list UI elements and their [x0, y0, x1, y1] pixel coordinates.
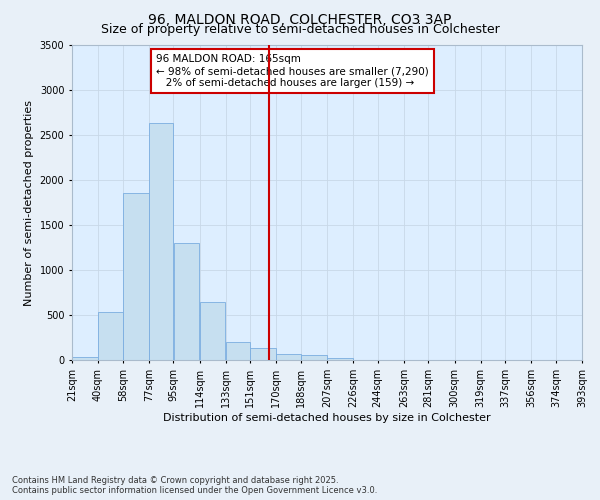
Bar [200, 302, 226, 360]
Text: 96, MALDON ROAD, COLCHESTER, CO3 3AP: 96, MALDON ROAD, COLCHESTER, CO3 3AP [148, 12, 452, 26]
Y-axis label: Number of semi-detached properties: Number of semi-detached properties [24, 100, 34, 306]
Bar [123, 194, 149, 360]
Bar [149, 124, 173, 360]
Bar [277, 354, 301, 360]
Text: Contains HM Land Registry data © Crown copyright and database right 2025.
Contai: Contains HM Land Registry data © Crown c… [12, 476, 377, 495]
Bar [327, 358, 353, 360]
Bar [226, 342, 250, 360]
Text: 96 MALDON ROAD: 165sqm
← 98% of semi-detached houses are smaller (7,290)
   2% o: 96 MALDON ROAD: 165sqm ← 98% of semi-det… [156, 54, 429, 88]
Bar [173, 243, 199, 360]
Bar [72, 358, 98, 360]
Bar [301, 354, 327, 360]
Bar [250, 348, 276, 360]
Bar [98, 312, 122, 360]
Text: Size of property relative to semi-detached houses in Colchester: Size of property relative to semi-detach… [101, 22, 499, 36]
X-axis label: Distribution of semi-detached houses by size in Colchester: Distribution of semi-detached houses by … [163, 412, 491, 422]
